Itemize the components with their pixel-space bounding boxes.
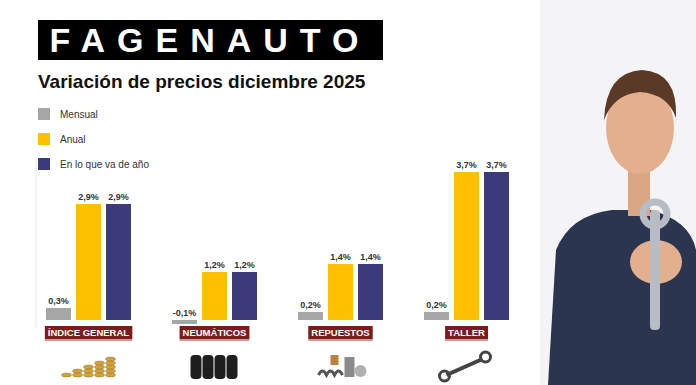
category-underline [308,340,372,341]
data-label: 2,9% [108,192,129,202]
category-icon [319,355,367,377]
bar [46,308,71,320]
mechanic-figure [540,0,696,385]
bar [484,172,509,320]
category-icon [191,355,238,379]
legend-swatch [38,158,50,170]
category-underline [445,340,488,341]
bar [424,312,449,320]
data-label: 1,4% [360,252,381,262]
logo: FAGENAUTO [50,21,371,59]
bar [328,264,353,320]
data-label: 0,2% [426,300,447,310]
bar [202,272,227,320]
category-underline [180,340,250,341]
category-label-bg [445,326,488,339]
category-label-bg [180,326,250,339]
data-label: 3,7% [456,160,477,170]
bar [454,172,479,320]
category-label-bg [45,326,132,339]
data-label: -0,1% [173,308,197,318]
legend-swatch [38,108,50,120]
bar [172,320,197,324]
title: Variación de precios diciembre 2025 [38,71,366,92]
overalls [548,210,696,385]
logo-box [38,20,383,60]
data-label: 2,9% [78,192,99,202]
category-label: TALLER [448,327,485,338]
legend-label: En lo que va de año [60,159,149,170]
root: FAGENAUTO Variación de precios diciembre … [0,0,696,385]
bars [46,172,509,324]
bar [232,272,257,320]
category-icon [62,357,116,377]
background [0,0,696,385]
category-label: REPUESTOS [311,327,369,338]
data-label: 3,7% [486,160,507,170]
data-label: 0,2% [300,300,321,310]
category-label: ÍNDICE GENERAL [48,327,129,338]
data-label: 0,3% [48,296,69,306]
category-label: NEUMÁTICOS [183,327,247,338]
data-label: 1,2% [234,260,255,270]
data-label: 1,4% [330,252,351,262]
bar [298,312,323,320]
legend-label: Mensual [60,109,98,120]
value-axis-line [36,160,37,328]
data-label: 1,2% [204,260,225,270]
category-label-bg [308,326,372,339]
bar [76,204,101,320]
chart: FAGENAUTO Variación de precios diciembre … [0,0,696,385]
bar [106,204,131,320]
legend-swatch [38,133,50,145]
hair [604,70,676,120]
bar [358,264,383,320]
photo-bg [540,0,696,385]
category-icon [440,352,491,381]
wrench-head [643,202,667,226]
category-underline [45,340,132,341]
legend-label: Anual [60,134,86,145]
